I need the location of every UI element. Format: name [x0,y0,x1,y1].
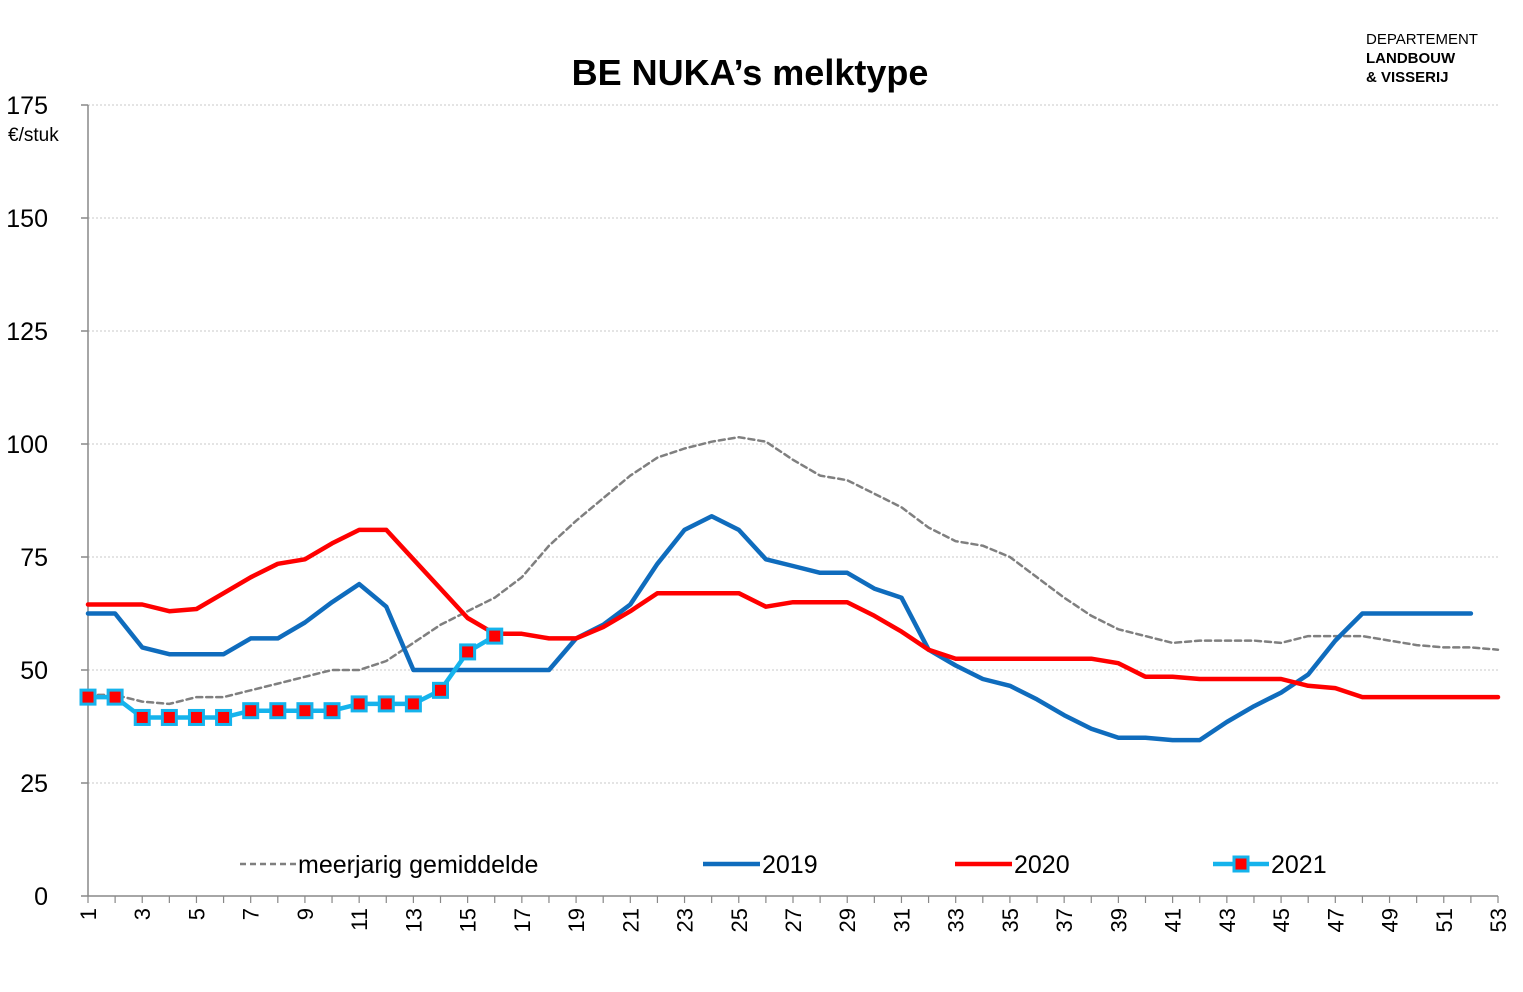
x-tick-label: 27 [781,908,806,932]
data-point-2021 [244,704,258,718]
y-tick-label: 50 [20,657,48,685]
x-tick-label: 7 [239,908,264,920]
y-tick-label: 0 [34,883,48,911]
x-tick-label: 15 [456,908,481,932]
x-tick-label: 43 [1215,908,1240,932]
x-tick-label: 19 [564,908,589,932]
x-tick-label: 41 [1161,908,1186,932]
data-point-2021 [406,697,420,711]
legend: meerjarig gemiddelde 2019 2020 2021 [240,851,1327,879]
x-tick-label: 47 [1323,908,1348,932]
y-tick-label: 25 [20,770,48,798]
y-tick-label: 100 [6,431,48,459]
x-tick-label: 3 [130,908,155,920]
legend-label: 2020 [1014,851,1070,879]
x-tick-label: 5 [184,908,209,920]
series-line-meerjarig-gemiddelde [88,437,1498,704]
x-tick-label: 11 [347,908,372,931]
data-point-2021 [81,690,95,704]
x-tick-label: 17 [510,908,535,932]
x-tick-label: 25 [727,908,752,932]
y-tick-label: 125 [6,318,48,346]
x-tick-label: 29 [835,908,860,932]
legend-label: 2019 [762,851,818,879]
x-tick-label: 39 [1106,908,1131,932]
y-tick-label: 75 [20,544,48,572]
y-tick-label: 175 [6,92,48,120]
x-tick-label: 9 [293,908,318,920]
series-lines [81,437,1498,740]
y-tick-label: 150 [6,205,48,233]
series-line-2019 [88,516,1471,740]
data-point-2021 [108,690,122,704]
x-tick-label: 53 [1486,908,1511,932]
x-tick-label: 49 [1378,908,1403,932]
x-tick-label: 51 [1432,908,1457,932]
data-point-2021 [298,704,312,718]
x-tick-label: 1 [76,908,101,920]
legend-label: 2021 [1271,851,1327,879]
x-tick-label: 31 [889,908,914,932]
legend-label: meerjarig gemiddelde [298,851,538,879]
data-point-2021 [379,697,393,711]
data-point-2021 [189,710,203,724]
x-tick-label: 33 [944,908,969,932]
data-point-2021 [217,710,231,724]
data-point-2021 [271,704,285,718]
x-tick-label: 13 [401,908,426,932]
data-point-2021 [434,683,448,697]
x-tick-label: 35 [998,908,1023,932]
series-line-2020 [88,530,1498,697]
legend-marker [1234,857,1248,871]
data-point-2021 [162,710,176,724]
x-tick-label: 23 [673,908,698,932]
x-tick-label: 37 [1052,908,1077,932]
x-tick-label: 45 [1269,908,1294,932]
data-point-2021 [135,710,149,724]
data-point-2021 [488,629,502,643]
data-point-2021 [325,704,339,718]
x-tick-label: 21 [618,908,643,932]
data-point-2021 [461,645,475,659]
data-point-2021 [352,697,366,711]
